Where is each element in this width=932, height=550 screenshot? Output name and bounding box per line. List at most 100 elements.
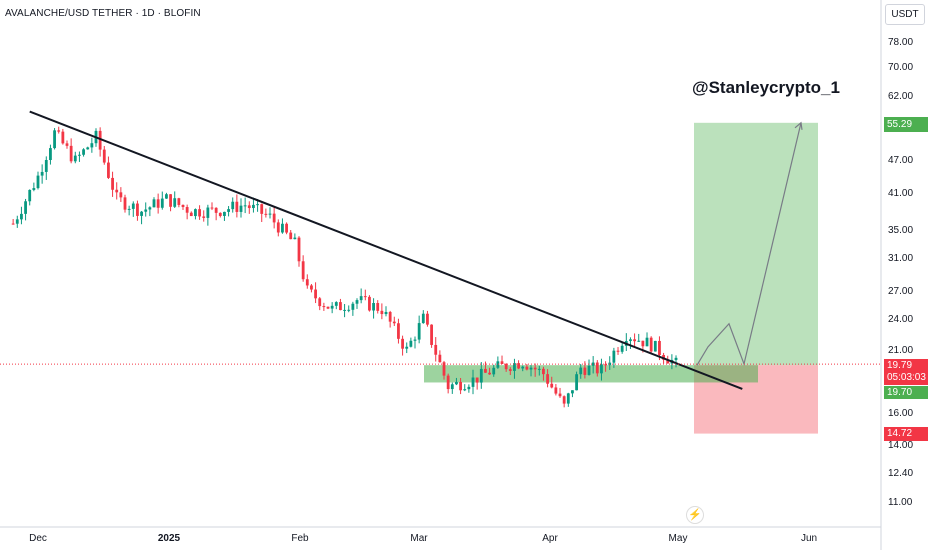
candle-body: [301, 261, 305, 280]
candle-body: [214, 207, 218, 213]
candle-body: [529, 367, 533, 370]
candle-body: [32, 188, 36, 190]
candle-body: [343, 309, 346, 311]
candle-body: [525, 366, 529, 370]
price-tick: 31.00: [888, 253, 914, 264]
time-tick: Jun: [800, 533, 818, 544]
support-zone: [424, 365, 758, 383]
candle-body: [658, 340, 661, 355]
price-tick: 62.00: [888, 91, 914, 102]
candle-body: [61, 131, 65, 144]
candle-body: [189, 212, 193, 217]
currency-unit-button[interactable]: USDT: [885, 4, 925, 25]
projection-arrowhead: [794, 121, 803, 130]
candle-body: [322, 306, 326, 308]
candle-body: [475, 377, 479, 383]
candle-body: [111, 177, 114, 190]
candle-body: [484, 368, 487, 373]
candle-body: [44, 160, 48, 172]
candle-body: [649, 337, 653, 352]
candle-body: [276, 222, 280, 233]
candle-body: [554, 387, 558, 394]
candle-body: [293, 237, 297, 240]
candle-body: [513, 363, 516, 371]
candle-body: [633, 339, 636, 342]
current-price-badge: 19.79 05:03:03: [884, 359, 928, 385]
candle-body: [351, 303, 355, 310]
time-tick: May: [668, 533, 688, 544]
candle-body: [297, 237, 301, 262]
candle-body: [421, 313, 425, 324]
descending-trendline: [29, 110, 743, 390]
candle-body: [185, 207, 189, 213]
candle-body: [218, 212, 222, 216]
candle-body: [471, 377, 475, 387]
candle-body: [256, 204, 259, 206]
candle-body: [65, 143, 69, 146]
candle-body: [372, 302, 375, 311]
price-tick: 78.00: [888, 37, 914, 48]
candle-body: [314, 289, 317, 299]
candle-body: [533, 367, 537, 370]
candle-body: [239, 205, 243, 212]
target-price-badge: 55.29: [884, 117, 928, 132]
candle-body: [653, 340, 657, 352]
candle-body: [289, 232, 293, 240]
candle-body: [413, 339, 417, 341]
candle-body: [409, 340, 413, 347]
candle-body: [69, 145, 73, 162]
candle-body: [156, 199, 160, 208]
candle-body: [455, 381, 458, 385]
candle-body: [430, 324, 433, 345]
candle-body: [488, 372, 491, 375]
candle-body: [368, 296, 371, 311]
candle-body: [160, 198, 164, 208]
candle-body: [20, 213, 23, 220]
stop-price-badge: 14.72: [884, 427, 928, 441]
candle-body: [388, 311, 392, 322]
candle-body: [595, 362, 599, 374]
candle-body: [575, 374, 578, 391]
candle-body: [459, 381, 462, 391]
price-tick: 70.00: [888, 62, 914, 73]
candle-body: [434, 344, 438, 355]
candle-body: [417, 323, 421, 340]
price-tick: 16.00: [888, 408, 914, 419]
candle-body: [107, 162, 110, 178]
price-tick: 27.00: [888, 286, 914, 297]
time-tick: 2025: [157, 533, 181, 544]
candle-body: [355, 300, 359, 304]
candle-body: [600, 364, 603, 374]
candle-body: [40, 171, 44, 176]
candle-body: [450, 384, 454, 390]
profit-zone: [694, 122, 818, 366]
candle-body: [235, 201, 239, 212]
candle-body: [339, 302, 342, 311]
candle-body: [206, 207, 210, 218]
projection-path: [696, 122, 802, 367]
candle-body: [467, 386, 471, 390]
entry-price-badge: 19.70: [884, 386, 928, 399]
candle-body: [169, 194, 172, 207]
candle-body: [620, 345, 624, 352]
candle-body: [583, 367, 587, 375]
candle-body: [194, 209, 197, 217]
candle-body: [492, 367, 496, 375]
candle-body: [446, 375, 450, 390]
candle-body: [326, 306, 330, 309]
candle-body: [127, 208, 131, 210]
candle-body: [115, 189, 119, 193]
candle-body: [380, 310, 384, 315]
candle-body: [11, 223, 15, 225]
candle-body: [227, 209, 230, 212]
price-tick: 35.00: [888, 225, 914, 236]
time-tick: Mar: [410, 533, 428, 544]
lightning-icon[interactable]: ⚡: [686, 506, 704, 524]
candle-body: [376, 302, 380, 311]
candle-body: [86, 147, 90, 150]
candle-body: [347, 309, 351, 311]
candle-body: [392, 321, 396, 324]
candle-body: [405, 346, 409, 349]
price-tick: 47.00: [888, 155, 914, 166]
